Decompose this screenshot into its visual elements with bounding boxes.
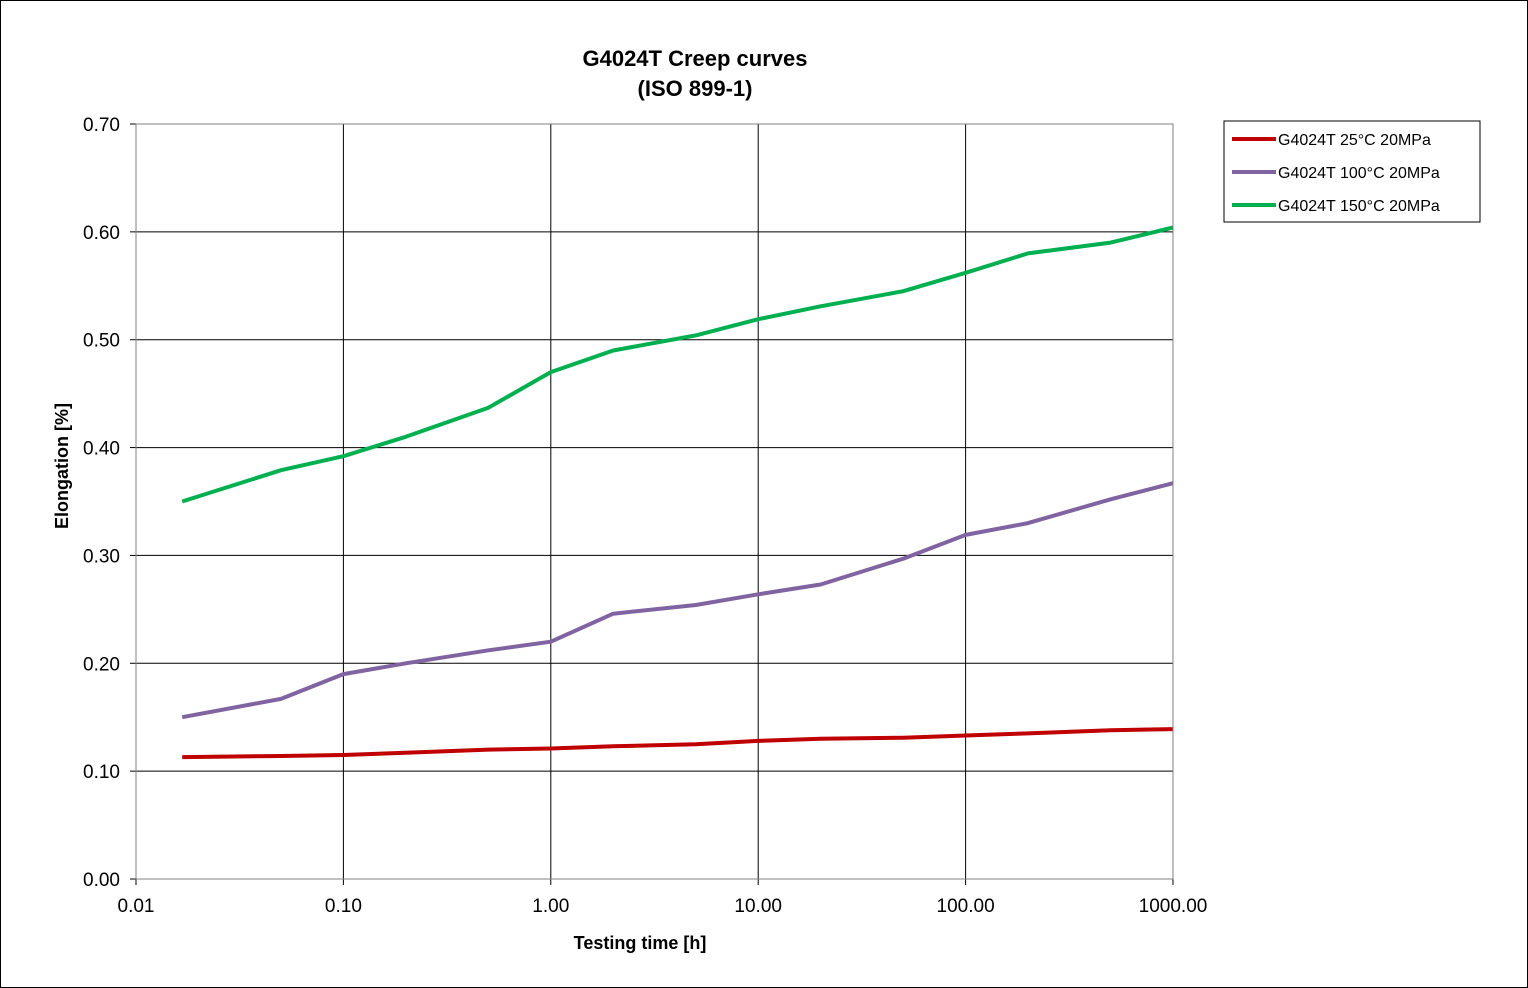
- legend-label: G4024T 150°C 20MPa: [1278, 198, 1440, 215]
- tick-labels: 0.00 0.10 0.20 0.30 0.40 0.50 0.60 0.70 0.01 0.10…: [83, 115, 1207, 917]
- x-tick-label: 10.00: [734, 896, 782, 917]
- legend-label: G4024T 25°C 20MPa: [1278, 132, 1431, 149]
- chart-title-line2: (ISO 899-1): [638, 76, 753, 101]
- series-line-3: [181, 225, 1174, 504]
- series-line-1: [182, 727, 1174, 760]
- series-lines: [181, 225, 1174, 760]
- y-tick-label: 0.20: [83, 654, 120, 675]
- x-tick-label: 0.10: [325, 896, 362, 917]
- legend: G4024T 25°C 20MPa G4024T 100°C 20MPa G4024…: [1223, 120, 1481, 223]
- y-tick-label: 0.60: [83, 223, 120, 244]
- x-tick-label: 1.00: [532, 896, 569, 917]
- y-tick-label: 0.40: [83, 439, 120, 460]
- y-tick-label: 0.00: [83, 870, 120, 891]
- grid: [130, 123, 1174, 885]
- y-tick-label: 0.50: [83, 331, 120, 352]
- x-axis-label: Testing time [h]: [574, 933, 707, 953]
- y-tick-label: 0.10: [83, 762, 120, 783]
- y-axis-label: Elongation [%]: [52, 403, 72, 529]
- x-tick-label: 1000.00: [1139, 896, 1208, 917]
- y-tick-label: 0.30: [83, 546, 120, 567]
- chart-title-line1: G4024T Creep curves: [582, 46, 807, 71]
- legend-label: G4024T 100°C 20MPa: [1278, 165, 1440, 182]
- plot-area-border: [135, 123, 1174, 880]
- y-tick-label: 0.70: [83, 115, 120, 136]
- x-tick-label: 0.01: [118, 896, 155, 917]
- series-line-2: [181, 481, 1174, 720]
- x-tick-label: 100.00: [937, 896, 995, 917]
